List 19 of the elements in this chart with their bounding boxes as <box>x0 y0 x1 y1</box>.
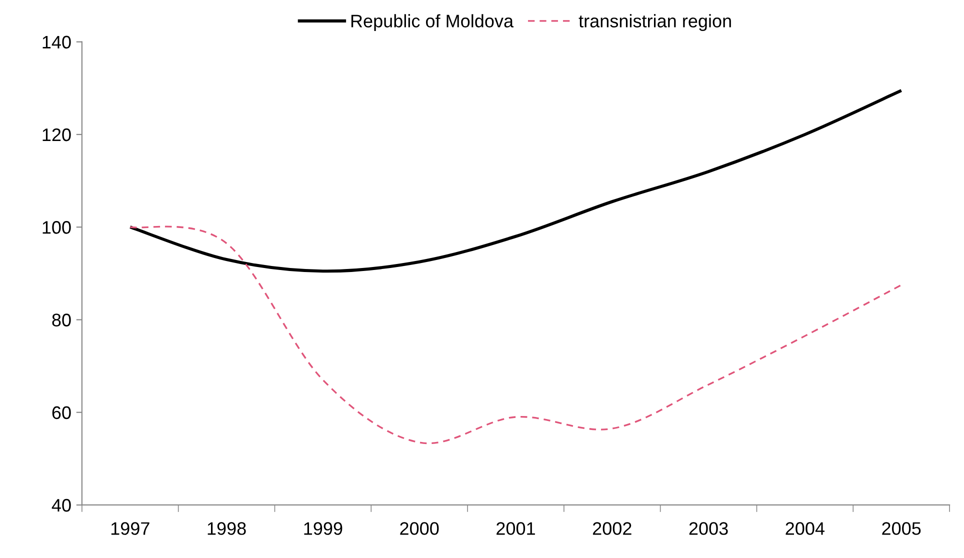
x-tick-label: 2003 <box>689 522 728 535</box>
y-tick-label: 80 <box>52 314 71 326</box>
x-tick-label: 1998 <box>208 522 246 535</box>
x-tick-label: 2005 <box>882 522 921 535</box>
line-series <box>128 88 903 273</box>
legend-label: Republic of Moldova <box>351 14 514 32</box>
x-tick-label: 1997 <box>111 522 150 535</box>
x-tick-label: 1999 <box>304 522 342 535</box>
x-tick-label: 2000 <box>400 522 439 535</box>
y-tick-label: 60 <box>52 406 71 420</box>
legend-label: transnistrian region <box>578 14 731 32</box>
x-tick-label: 2004 <box>786 522 824 535</box>
y-tick-label: 40 <box>52 498 71 512</box>
x-tick-label: 2002 <box>592 522 632 535</box>
y-tick-label: 100 <box>42 221 71 234</box>
y-tick-label: 140 <box>42 36 71 49</box>
x-tick-label: 2001 <box>496 522 535 535</box>
line-series <box>129 226 902 444</box>
y-tick-label: 120 <box>42 128 71 142</box>
